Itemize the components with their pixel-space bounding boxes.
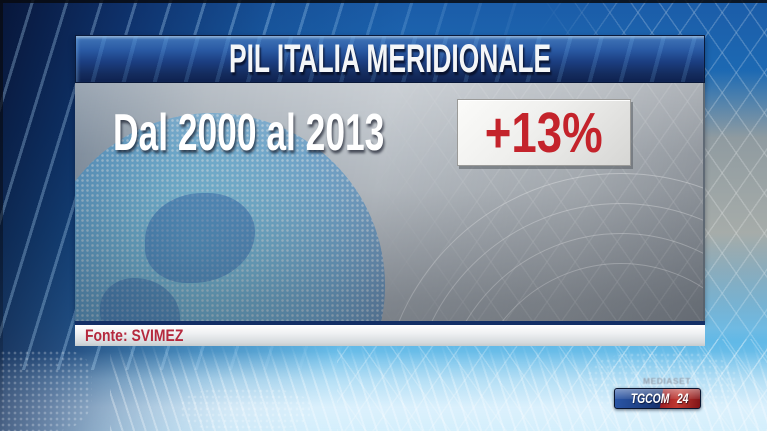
- period-label: Dal 2000 al 2013: [113, 104, 385, 162]
- frame-left-edge: [0, 0, 3, 431]
- source-label: Fonte: SVIMEZ: [85, 325, 184, 345]
- mediaset-watermark: MEDIASET: [643, 376, 691, 386]
- background-gray-band: [703, 70, 767, 342]
- source-bar: Fonte: SVIMEZ: [75, 321, 705, 346]
- dotted-map-pattern: [180, 388, 310, 431]
- logo-24-text: 24: [677, 390, 689, 406]
- logo-tgcom-text: TGCOM: [630, 390, 670, 406]
- value-box: +13%: [457, 99, 631, 166]
- dotted-map-pattern: [0, 350, 92, 431]
- headline-bar: PIL ITALIA MERIDIONALE: [75, 35, 705, 83]
- frame-top-edge: [0, 0, 767, 3]
- value-text: +13%: [485, 100, 603, 165]
- tgcom24-logo: TGCOM 24: [614, 388, 701, 409]
- headline-text: PIL ITALIA MERIDIONALE: [228, 37, 552, 81]
- background-fan-stripes: [110, 343, 767, 431]
- infographic-panel: Dal 2000 al 2013 +13%: [75, 83, 705, 321]
- globe-wireframe-bottom: [337, 339, 767, 431]
